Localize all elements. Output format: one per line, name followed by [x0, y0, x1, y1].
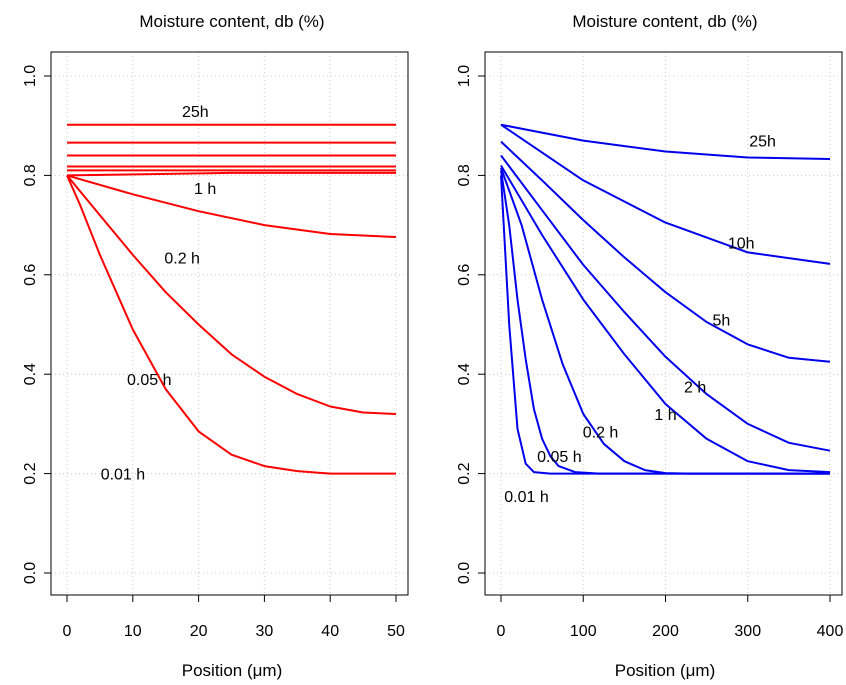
series-line — [500, 154, 831, 452]
y-tick-label: 0.6 — [456, 264, 473, 286]
y-tick-label: 0.2 — [22, 462, 39, 484]
series-line — [500, 170, 830, 475]
grid-left — [51, 52, 408, 595]
x-tick-label: 50 — [387, 623, 405, 640]
curve-label: 1 h — [194, 181, 216, 198]
y-tick-label: 0.6 — [22, 264, 39, 286]
plot-title-right: Moisture content, db (%) — [572, 12, 757, 31]
curve-label: 2 h — [684, 380, 706, 397]
grid-right — [485, 52, 842, 595]
x-axis-label-right: Position (μm) — [615, 661, 715, 680]
x-tick-label: 200 — [652, 623, 679, 640]
series-line — [500, 164, 831, 474]
y-tick-label: 1.0 — [456, 65, 473, 87]
x-tick-label: 0 — [497, 623, 506, 640]
series-line — [500, 140, 831, 363]
plot-frame-right — [484, 51, 843, 596]
curve-label: 0.05 h — [537, 449, 581, 466]
y-tick-label: 0.2 — [456, 462, 473, 484]
y-tick-label: 0.0 — [456, 562, 473, 584]
series-line — [66, 174, 397, 415]
x-tick-label: 20 — [190, 623, 208, 640]
y-ticks-right: 0.0 0.2 0.4 0.6 0.8 1.0 — [456, 65, 485, 584]
x-tick-label: 400 — [817, 623, 844, 640]
curve-label: 0.2 h — [164, 250, 200, 267]
curve-labels-left: 0.01 h 0.05 h 0.2 h 1 h 25h — [101, 104, 217, 484]
series-line — [500, 123, 831, 160]
plot-frame-left — [50, 51, 409, 596]
curves-left — [66, 123, 397, 475]
y-tick-label: 0.8 — [22, 164, 39, 186]
series-line — [66, 171, 396, 177]
curve-label: 0.05 h — [127, 372, 171, 389]
y-tick-label: 0.4 — [22, 363, 39, 385]
series-line — [66, 174, 396, 475]
x-tick-label: 100 — [570, 623, 597, 640]
series-line — [500, 167, 830, 475]
curve-label: 1 h — [654, 407, 676, 424]
curves-right — [500, 123, 831, 475]
curve-label: 25h — [749, 134, 776, 151]
x-ticks-right: 0 100 200 300 400 — [497, 595, 844, 640]
curve-label: 0.01 h — [101, 467, 145, 484]
x-tick-label: 10 — [124, 623, 142, 640]
curve-label: 0.2 h — [583, 424, 619, 441]
x-tick-label: 40 — [321, 623, 339, 640]
curve-labels-right: 0.01 h 0.05 h0.2 h 1 h 2 h 5h 10h 25h — [504, 134, 776, 506]
curve-label: 5h — [713, 313, 731, 330]
series-line — [66, 174, 397, 238]
curve-label: 10h — [728, 235, 755, 252]
y-tick-label: 0.4 — [456, 363, 473, 385]
series-line — [500, 175, 830, 475]
curve-label: 0.01 h — [504, 489, 548, 506]
panel-right: Moisture content, db (%) 0 100 200 300 400 0… — [456, 12, 843, 680]
x-ticks-left: 0 10 20 30 40 50 — [63, 595, 405, 640]
panel-left: Moisture content, db (%) 0 10 20 30 40 50 0.0… — [22, 12, 409, 680]
x-axis-label-left: Position (μm) — [182, 661, 282, 680]
x-tick-label: 300 — [734, 623, 761, 640]
x-tick-label: 0 — [63, 623, 72, 640]
y-tick-label: 0.8 — [456, 164, 473, 186]
x-tick-label: 30 — [256, 623, 274, 640]
plot-title-left: Moisture content, db (%) — [139, 12, 324, 31]
y-ticks-left: 0.0 0.2 0.4 0.6 0.8 1.0 — [22, 65, 51, 584]
curve-label: 25h — [182, 104, 209, 121]
y-tick-label: 0.0 — [22, 562, 39, 584]
series-line — [500, 123, 831, 265]
y-tick-label: 1.0 — [22, 65, 39, 87]
